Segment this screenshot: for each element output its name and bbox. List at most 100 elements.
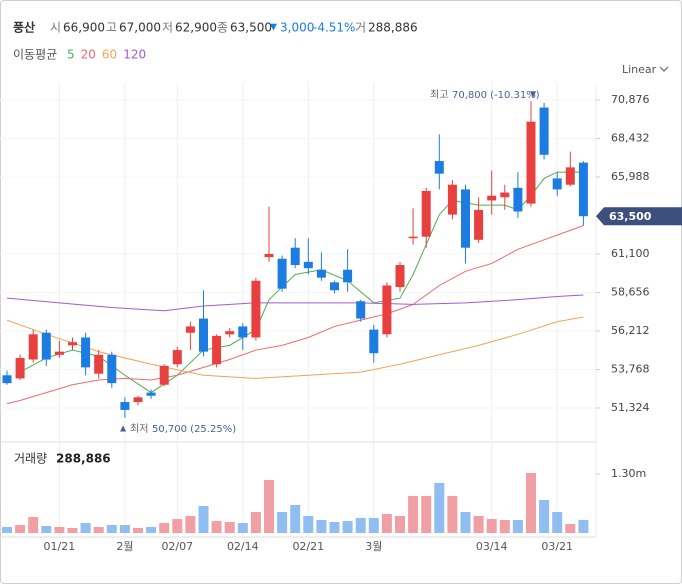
volume-bar (486, 519, 497, 533)
candle-body (578, 162, 588, 217)
high-annotation-label: 최고 (430, 89, 448, 101)
volume-bar (224, 522, 235, 533)
volume-bar (198, 505, 209, 533)
scale-selector[interactable]: Linear (622, 63, 657, 76)
moving-average-line (6, 294, 584, 312)
volume-bar (395, 515, 405, 533)
candle-body (500, 192, 510, 198)
volume-bar (277, 511, 288, 533)
volume-title: 거래량 (14, 452, 47, 466)
volume-bar (290, 504, 301, 533)
volume-bar (434, 482, 445, 533)
ma-legend-item: 120 (123, 48, 146, 62)
ma-legend-title: 이동평균 (13, 48, 57, 62)
candle-body (238, 326, 248, 338)
x-tick-label: 03/14 (476, 540, 508, 553)
candle-body (94, 354, 104, 374)
y-tick-label: 56,212 (611, 324, 650, 337)
volume-bar (512, 520, 523, 533)
x-tick-label: 02/14 (227, 540, 259, 553)
volume-bar (67, 528, 78, 533)
candle-body (539, 107, 549, 155)
y-tick-label: 70,876 (611, 93, 650, 106)
y-tick-label: 65,988 (611, 170, 650, 183)
volume-bar (381, 513, 392, 533)
moving-average-line (19, 171, 584, 394)
x-tick-label: 2월 (116, 540, 133, 553)
x-tick-label: 01/21 (44, 540, 76, 553)
moving-average-line (6, 225, 584, 405)
candle-body (290, 247, 300, 266)
ma-legend-item: 5 (67, 48, 75, 62)
high-marker: ▼ (530, 90, 537, 99)
volume-bar (146, 527, 157, 533)
volume-bar (2, 527, 12, 533)
candle-body (185, 326, 195, 333)
volume-bar (41, 526, 52, 533)
volume-bar (15, 525, 26, 533)
open-value: 66,900 (63, 21, 105, 35)
volume-bar (185, 515, 196, 533)
candle-body (264, 253, 274, 258)
volume-bar (303, 515, 314, 533)
volume-bar (264, 479, 274, 533)
candle-body (41, 332, 51, 360)
candle-body (146, 392, 156, 396)
candle-body (159, 365, 169, 385)
candle-body (199, 318, 208, 352)
candle-body (382, 285, 392, 335)
volume-bar (250, 511, 261, 533)
candle-body (487, 195, 497, 201)
dropdown-chevron[interactable] (659, 66, 669, 72)
volume-value: 288,886 (368, 21, 418, 35)
y-tick-label: 53,768 (611, 362, 650, 375)
volume-title-value: 288,886 (56, 452, 111, 466)
candle-body (461, 189, 470, 248)
ma-legend-item: 20 (81, 48, 96, 62)
ma-legend-item: 60 (102, 48, 117, 62)
volume-bar (316, 520, 327, 533)
volume-bar (552, 511, 563, 533)
low-label: 저 (162, 21, 173, 35)
x-tick-label: 02/07 (161, 540, 193, 553)
y-tick-label: 61,100 (611, 247, 650, 260)
candle-body (447, 184, 457, 215)
volume-bar (329, 522, 340, 533)
candle-body (15, 357, 25, 379)
volume-bar (237, 523, 248, 533)
x-tick-label: 02/21 (292, 540, 324, 553)
low-annotation-label: 최저 (130, 423, 148, 435)
candle-body (434, 161, 444, 174)
candle-body (474, 209, 484, 240)
volume-bar (93, 527, 104, 533)
volume-bar (355, 517, 366, 533)
candle-body (133, 397, 143, 403)
candle-body (107, 354, 117, 384)
y-tick-label: 68,432 (611, 132, 650, 145)
low-marker: ▲ (120, 424, 127, 433)
volume-bar (473, 515, 484, 533)
stock-name: 풍산 (13, 20, 35, 35)
candle-body (225, 331, 235, 335)
y-tick-label: 58,656 (611, 285, 650, 298)
candle-body (277, 258, 287, 289)
low-value: 62,900 (175, 21, 217, 35)
candle-body (81, 337, 91, 368)
candle-body (395, 265, 405, 288)
volume-bar (499, 520, 510, 533)
candle-body (552, 178, 562, 190)
volume-bar (408, 496, 419, 533)
y-tick-label: 51,324 (611, 401, 650, 414)
volume-bar (119, 525, 130, 533)
candle-body (513, 187, 523, 212)
volume-bar (133, 528, 143, 533)
volume-bar (211, 521, 222, 533)
candle-body (565, 167, 575, 185)
candle-body (421, 190, 431, 237)
candle-body (408, 236, 418, 239)
candle-body (330, 282, 339, 291)
volume-label: 거 (355, 21, 366, 35)
volume-bar (565, 524, 576, 533)
candle-body (172, 350, 182, 365)
